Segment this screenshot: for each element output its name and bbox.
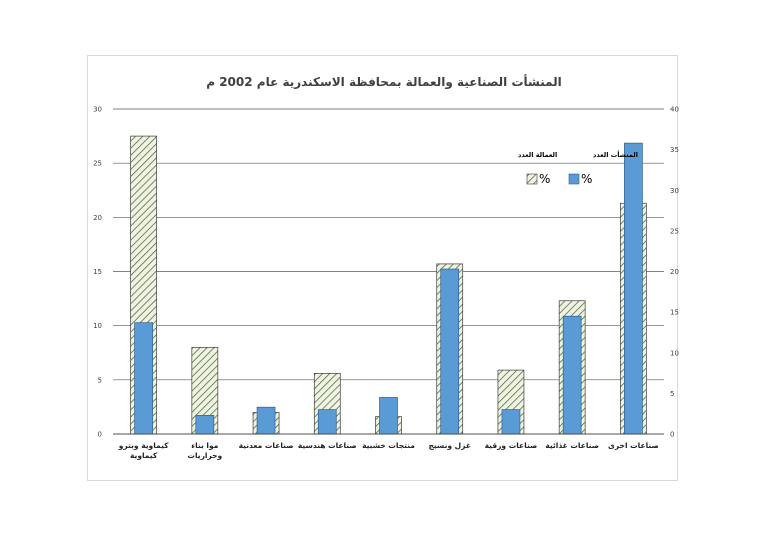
left-axis-tick-label: 30 <box>93 106 102 114</box>
right-axis-tick-label: 15 <box>670 309 679 317</box>
right-axis-tick-label: 40 <box>670 106 679 114</box>
right-axis-tick-label: 35 <box>670 146 679 154</box>
left-axis-tick-label: 15 <box>93 268 102 276</box>
left-axis-tick-label: 5 <box>98 376 102 384</box>
legend-symbol-establishments: % <box>581 172 592 186</box>
left-axis-tick-label: 25 <box>93 160 102 168</box>
category-label: موا بناء <box>191 441 218 450</box>
right-axis-tick-label: 5 <box>670 390 674 398</box>
category-label: غزل ونسيج <box>428 441 470 450</box>
bar-establishments <box>379 397 398 435</box>
category-label: صناعات هندسية <box>298 441 357 450</box>
category-label: صناعات معدنية <box>239 441 294 450</box>
category-label: صناعات اخرى <box>608 441 659 450</box>
legend-swatch-establishments <box>568 173 580 185</box>
legend-label-establishments: المنشأت العدد <box>593 150 638 159</box>
category-label: كيماوية وبترو <box>118 441 169 450</box>
bar-establishments <box>440 268 460 435</box>
chart-svg: المنشأت الصناعية والعمالة بمحافظة الاسكن… <box>93 74 679 461</box>
bar-establishments <box>317 409 337 435</box>
right-axis-tick-label: 25 <box>670 227 679 235</box>
right-axis-tick-label: 0 <box>670 431 674 439</box>
left-axis-tick-label: 0 <box>98 431 102 439</box>
legend-swatch-employment <box>526 173 538 185</box>
category-label: صناعات غذائية <box>545 441 599 450</box>
bar-establishments <box>134 322 153 435</box>
legend: العمالة العدد المنشأت العدد % % <box>518 150 638 186</box>
bar-establishments <box>501 409 521 435</box>
chart-title: المنشأت الصناعية والعمالة بمحافظة الاسكن… <box>206 74 562 90</box>
category-label: كيماوية <box>130 451 158 460</box>
legend-label-employment: العمالة العدد <box>518 151 557 159</box>
bar-establishments <box>562 315 582 435</box>
bars <box>130 135 647 435</box>
chart-area: المنشأت الصناعية والعمالة بمحافظة الاسكن… <box>87 55 679 481</box>
bar-establishments <box>195 414 215 435</box>
left-axis-tick-label: 10 <box>93 322 102 330</box>
axes: 0 5 10 15 20 25 30 0 5 10 15 20 25 30 35 40 كيماوية وبتر… <box>93 106 679 461</box>
category-label: صناعات ورقية <box>485 441 538 450</box>
category-label: منتجات خشبية <box>362 441 415 450</box>
right-axis-tick-label: 30 <box>670 187 679 195</box>
left-axis-tick-label: 20 <box>93 214 102 222</box>
right-axis-tick-label: 10 <box>670 349 679 357</box>
legend-symbol-employment: % <box>539 172 550 186</box>
bar-establishments <box>256 406 276 435</box>
category-label: وحراريات <box>187 451 222 460</box>
bar-establishments <box>624 142 643 435</box>
right-axis-tick-label: 20 <box>670 268 679 276</box>
